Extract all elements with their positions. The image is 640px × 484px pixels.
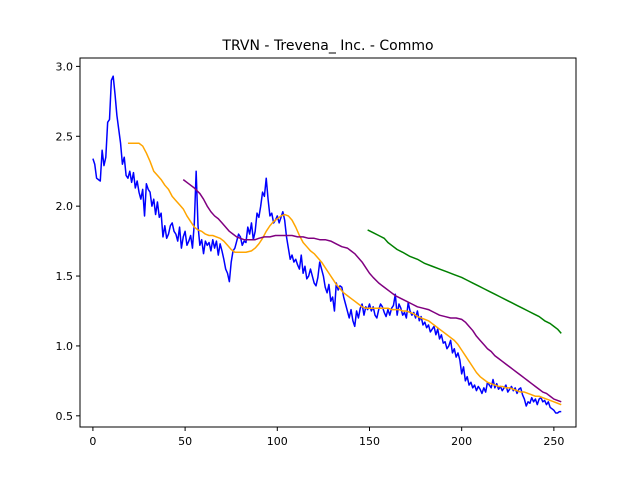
series-line-4 [367,229,562,334]
x-tick-label: 150 [359,435,380,448]
x-axis: 0 50 100 150 200 250 [89,427,564,448]
series-line-1 [92,75,562,414]
y-tick-label: 1.5 [56,270,74,283]
series-line-2 [127,142,562,406]
y-tick-label: 3.0 [56,60,74,73]
y-axis: 0.5 1.0 1.5 2.0 2.5 3.0 [56,60,80,423]
y-tick-label: 0.5 [56,410,74,423]
y-tick-label: 2.0 [56,200,74,213]
x-tick-label: 250 [543,435,564,448]
y-tick-label: 1.0 [56,340,74,353]
series-line-3 [182,179,562,403]
plot-frame [79,57,577,428]
x-tick-label: 0 [89,435,96,448]
x-tick-label: 50 [178,435,192,448]
chart-title: TRVN - Trevena_ Inc. - Commo [221,38,433,54]
y-tick-label: 2.5 [56,130,74,143]
series-layer [92,75,562,414]
x-tick-label: 200 [451,435,472,448]
x-tick-label: 100 [267,435,288,448]
